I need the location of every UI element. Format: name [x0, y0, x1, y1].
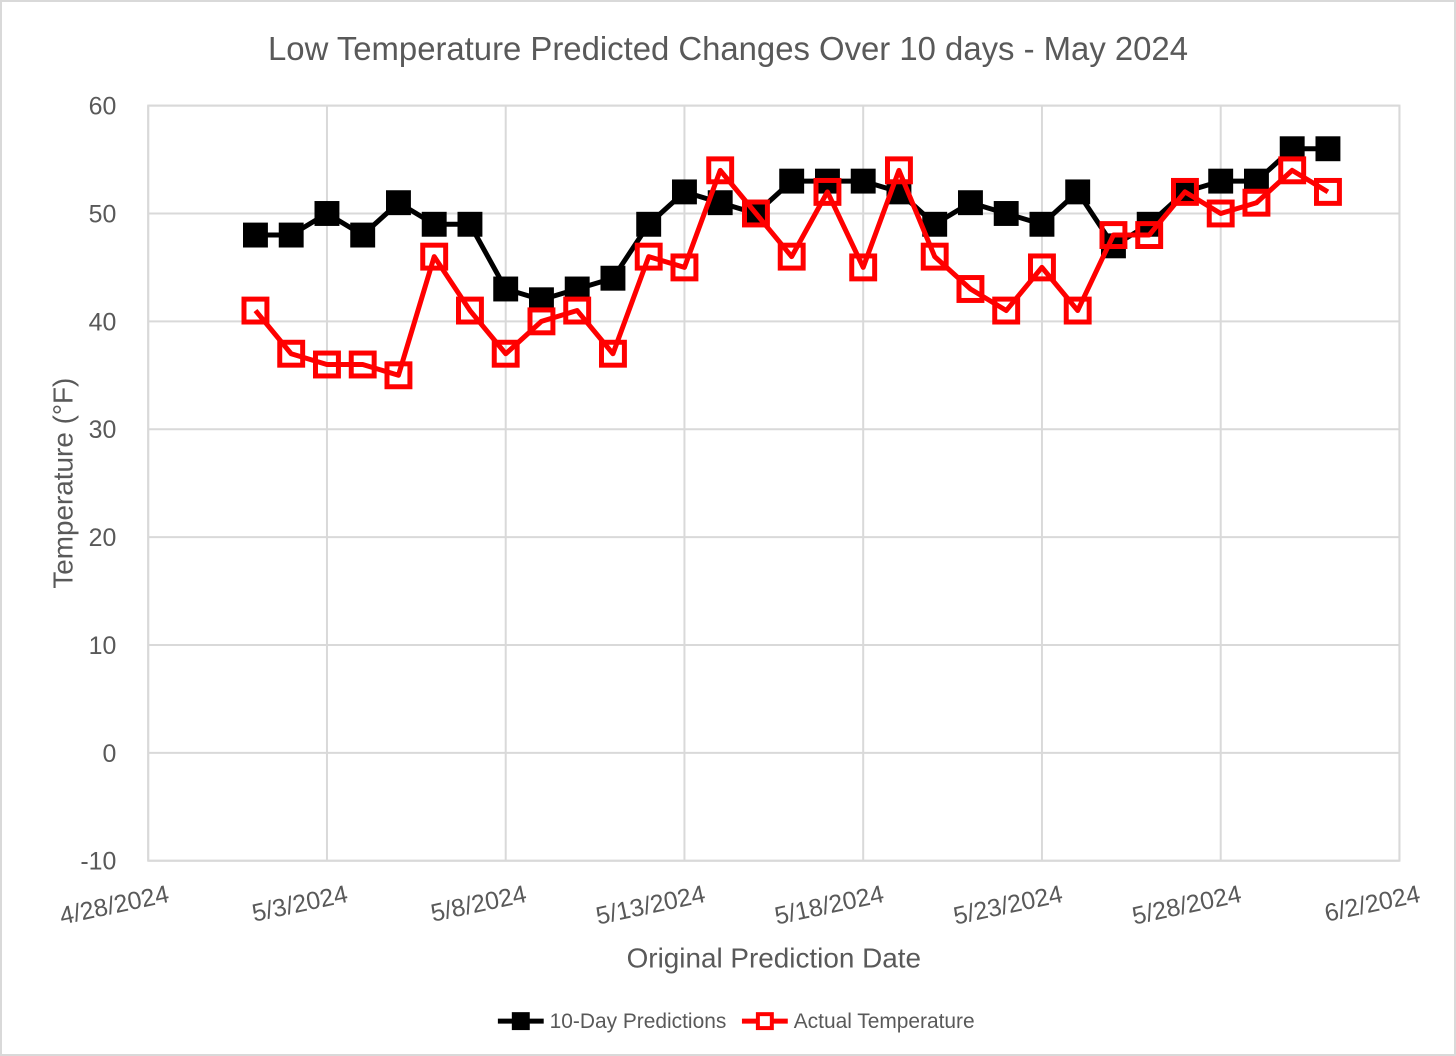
data-point-open-square — [920, 242, 949, 271]
data-point-open-square — [313, 350, 341, 379]
data-point-open-square — [1099, 221, 1128, 250]
data-point-filled-square — [779, 168, 805, 194]
plot-area: 60 50 40 30 20 10 0 -10 4/28/2024 5/3/2024 5/8/202… — [57, 93, 1423, 931]
data-point-open-square — [491, 339, 520, 368]
data-point-open-square — [706, 156, 735, 185]
y-axis-title: Temperature (°F) — [47, 378, 78, 589]
data-point-filled-square — [1315, 136, 1341, 162]
data-point-filled-square — [421, 211, 447, 237]
series-line-open-square — [253, 167, 1330, 378]
data-point-open-square — [1314, 177, 1342, 206]
data-point-open-square — [1063, 296, 1092, 325]
y-axis-tick-label: 20 — [89, 524, 117, 552]
data-point-filled-square — [957, 190, 983, 216]
legend-item-predictions: 10-Day Predictions — [497, 1010, 727, 1033]
data-point-open-square — [885, 156, 913, 185]
data-point-filled-square — [386, 190, 411, 216]
x-axis-tick-label: 5/28/2024 — [1130, 880, 1244, 930]
legend-marker-open-square — [755, 1012, 774, 1031]
x-axis-tick-label: 4/28/2024 — [57, 880, 171, 930]
data-point-open-square — [277, 339, 306, 368]
data-point-open-square — [1171, 177, 1199, 206]
x-axis-tick-label: 5/8/2024 — [428, 880, 529, 928]
data-point-open-square — [1242, 188, 1271, 217]
plot-border — [147, 104, 1401, 862]
data-point-open-square — [384, 361, 413, 390]
data-point-filled-square — [1208, 168, 1234, 194]
chart-title: Low Temperature Predicted Changes Over 1… — [268, 30, 1188, 67]
x-axis-tick-label: 5/13/2024 — [593, 880, 707, 930]
data-point-filled-square — [600, 265, 626, 291]
data-point-filled-square — [457, 211, 483, 237]
data-point-open-square — [456, 296, 484, 325]
legend-item-actual: Actual Temperature — [741, 1010, 975, 1033]
data-point-filled-square — [1065, 179, 1091, 205]
data-point-filled-square — [1029, 211, 1055, 237]
data-point-open-square — [634, 242, 663, 271]
x-axis-title: Original Prediction Date — [627, 942, 921, 973]
legend-label-predictions: 10-Day Predictions — [550, 1010, 727, 1033]
data-point-open-square — [742, 199, 770, 228]
y-axis-tick-label: 30 — [89, 416, 117, 444]
legend-marker-filled-square — [511, 1012, 530, 1031]
data-point-open-square — [563, 296, 592, 325]
data-point-open-square — [1028, 253, 1056, 282]
data-point-filled-square — [993, 201, 1019, 226]
y-axis-tick-label: 60 — [89, 93, 117, 121]
y-axis-tick-label: 40 — [89, 308, 117, 336]
x-axis-tick-label: 6/2/2024 — [1322, 880, 1423, 928]
y-axis-tick-label: -10 — [80, 848, 116, 876]
data-point-open-square — [1206, 199, 1235, 228]
data-point-open-square — [1278, 156, 1307, 185]
data-point-open-square — [1135, 221, 1164, 250]
data-point-open-square — [527, 307, 556, 336]
data-point-filled-square — [850, 168, 876, 194]
x-axis-tick-label: 5/3/2024 — [250, 880, 351, 928]
data-point-filled-square — [493, 276, 519, 302]
x-axis-tick-label: 5/23/2024 — [951, 880, 1065, 930]
data-point-open-square — [420, 242, 449, 271]
data-point-filled-square — [314, 201, 340, 226]
data-point-filled-square — [278, 222, 304, 248]
legend-label-actual: Actual Temperature — [794, 1010, 975, 1033]
data-point-open-square — [670, 253, 699, 282]
legend: 10-Day Predictions Actual Temperature — [497, 1010, 975, 1033]
x-axis-tick-label: 5/18/2024 — [772, 880, 886, 930]
data-point-open-square — [348, 350, 377, 379]
data-point-open-square — [992, 296, 1021, 325]
data-point-open-square — [849, 253, 878, 282]
y-axis-tick-label: 50 — [89, 200, 117, 228]
data-point-filled-square — [350, 222, 376, 248]
data-point-filled-square — [243, 222, 268, 248]
y-axis-tick-label: 0 — [102, 740, 116, 768]
data-point-open-square — [599, 339, 627, 368]
data-point-open-square — [956, 275, 985, 303]
data-point-open-square — [241, 296, 270, 325]
data-point-filled-square — [636, 211, 662, 237]
data-point-filled-square — [671, 179, 697, 205]
data-point-open-square — [813, 177, 842, 206]
y-axis-tick-label: 10 — [89, 632, 117, 660]
data-point-open-square — [777, 242, 806, 271]
